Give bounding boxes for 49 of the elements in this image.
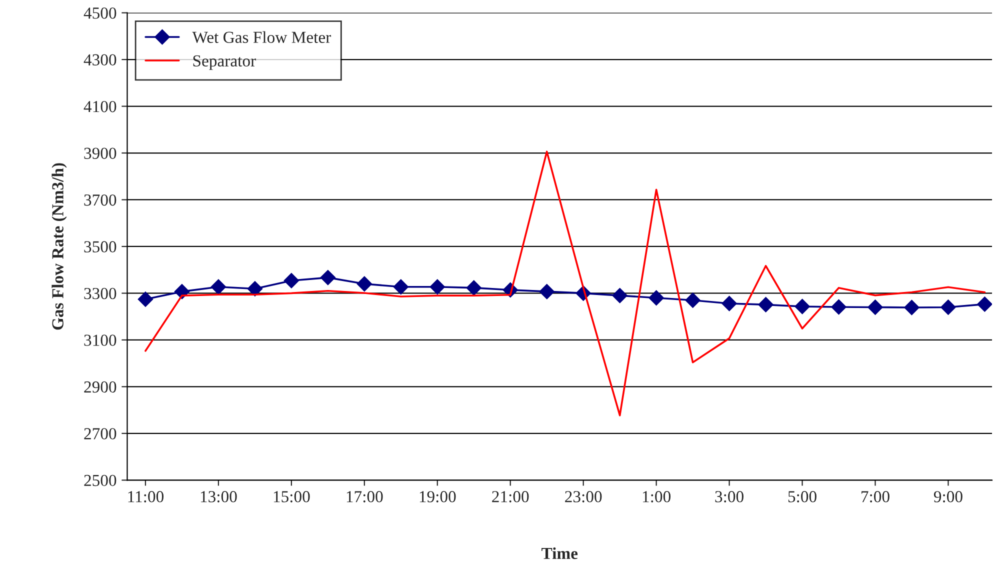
y-tick-label: 2700 <box>84 428 116 440</box>
point <box>393 279 408 294</box>
point <box>539 284 554 300</box>
point <box>794 298 810 314</box>
point <box>247 281 263 296</box>
x-tick-label: 9:00 <box>934 491 962 502</box>
line-series <box>144 150 986 416</box>
x-tick-label: 5:00 <box>788 491 816 502</box>
point <box>320 270 336 286</box>
point <box>940 300 956 315</box>
point <box>430 279 445 294</box>
x-tick-label: 15:00 <box>274 491 310 502</box>
x-axis-title: Time <box>542 547 578 560</box>
point <box>904 300 920 316</box>
legend-label: Wet Gas Flow Meter <box>192 31 331 44</box>
point <box>284 273 299 288</box>
x-tick-label: 7:00 <box>862 491 890 502</box>
point <box>722 296 737 312</box>
y-tick-label: 3500 <box>84 241 116 252</box>
x-tick-label: 3:00 <box>715 491 744 502</box>
legend-label: Separator <box>193 55 256 70</box>
y-tick-label: 3900 <box>84 148 116 159</box>
x-tick-label: 1:00 <box>642 491 670 502</box>
point <box>210 279 226 294</box>
y-tick-label: 4100 <box>84 100 116 112</box>
x-tick-label: 17:00 <box>346 491 383 502</box>
point <box>868 300 883 315</box>
point <box>977 296 992 312</box>
x-tick-label: 11:00 <box>128 491 164 502</box>
x-tick-label: 23:00 <box>565 491 602 502</box>
point <box>612 288 628 304</box>
point <box>758 297 774 312</box>
x-tick-label: 21:00 <box>492 491 529 502</box>
point <box>356 276 372 292</box>
y-tick-label: 2900 <box>84 381 116 393</box>
x-tick-label: 19:00 <box>420 491 456 502</box>
point <box>466 280 482 296</box>
y-axis-title: Gas Flow Rate (Nm3/h) <box>52 163 67 330</box>
y-tick-label: 3700 <box>84 194 116 206</box>
y-tick-label: 2500 <box>84 474 116 486</box>
point <box>831 299 846 315</box>
point <box>138 292 154 307</box>
x-tick-label: 13:00 <box>200 491 237 502</box>
y-tick-label: 4500 <box>84 8 116 19</box>
y-tick-label: 3300 <box>84 288 116 300</box>
y-tick-label: 4300 <box>84 54 116 66</box>
point <box>648 290 664 306</box>
y-tick-label: 3100 <box>84 334 116 346</box>
point <box>685 292 700 308</box>
